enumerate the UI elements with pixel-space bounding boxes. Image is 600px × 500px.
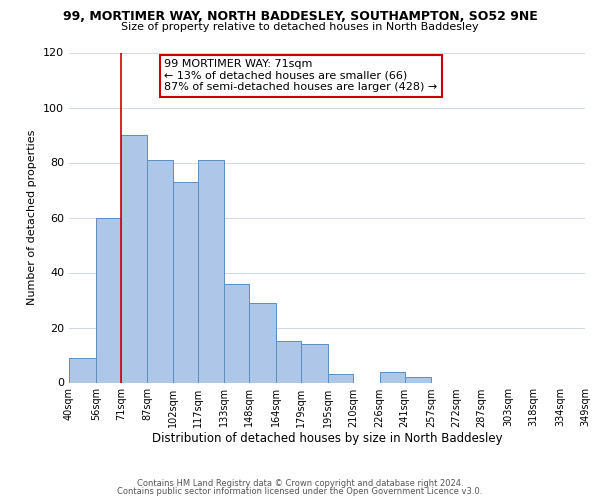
- Bar: [224, 284, 250, 382]
- Bar: [197, 160, 224, 382]
- Text: 99 MORTIMER WAY: 71sqm
← 13% of detached houses are smaller (66)
87% of semi-det: 99 MORTIMER WAY: 71sqm ← 13% of detached…: [164, 59, 438, 92]
- Bar: [173, 182, 197, 382]
- X-axis label: Distribution of detached houses by size in North Baddesley: Distribution of detached houses by size …: [152, 432, 502, 446]
- Bar: [121, 135, 148, 382]
- Bar: [69, 358, 96, 382]
- Bar: [404, 377, 431, 382]
- Text: Contains public sector information licensed under the Open Government Licence v3: Contains public sector information licen…: [118, 487, 482, 496]
- Bar: [301, 344, 328, 383]
- Text: 99, MORTIMER WAY, NORTH BADDESLEY, SOUTHAMPTON, SO52 9NE: 99, MORTIMER WAY, NORTH BADDESLEY, SOUTH…: [62, 10, 538, 23]
- Bar: [148, 160, 173, 382]
- Bar: [380, 372, 404, 382]
- Bar: [276, 341, 301, 382]
- Bar: [328, 374, 353, 382]
- Y-axis label: Number of detached properties: Number of detached properties: [28, 130, 37, 305]
- Text: Contains HM Land Registry data © Crown copyright and database right 2024.: Contains HM Land Registry data © Crown c…: [137, 478, 463, 488]
- Bar: [250, 302, 276, 382]
- Bar: [96, 218, 121, 382]
- Text: Size of property relative to detached houses in North Baddesley: Size of property relative to detached ho…: [121, 22, 479, 32]
